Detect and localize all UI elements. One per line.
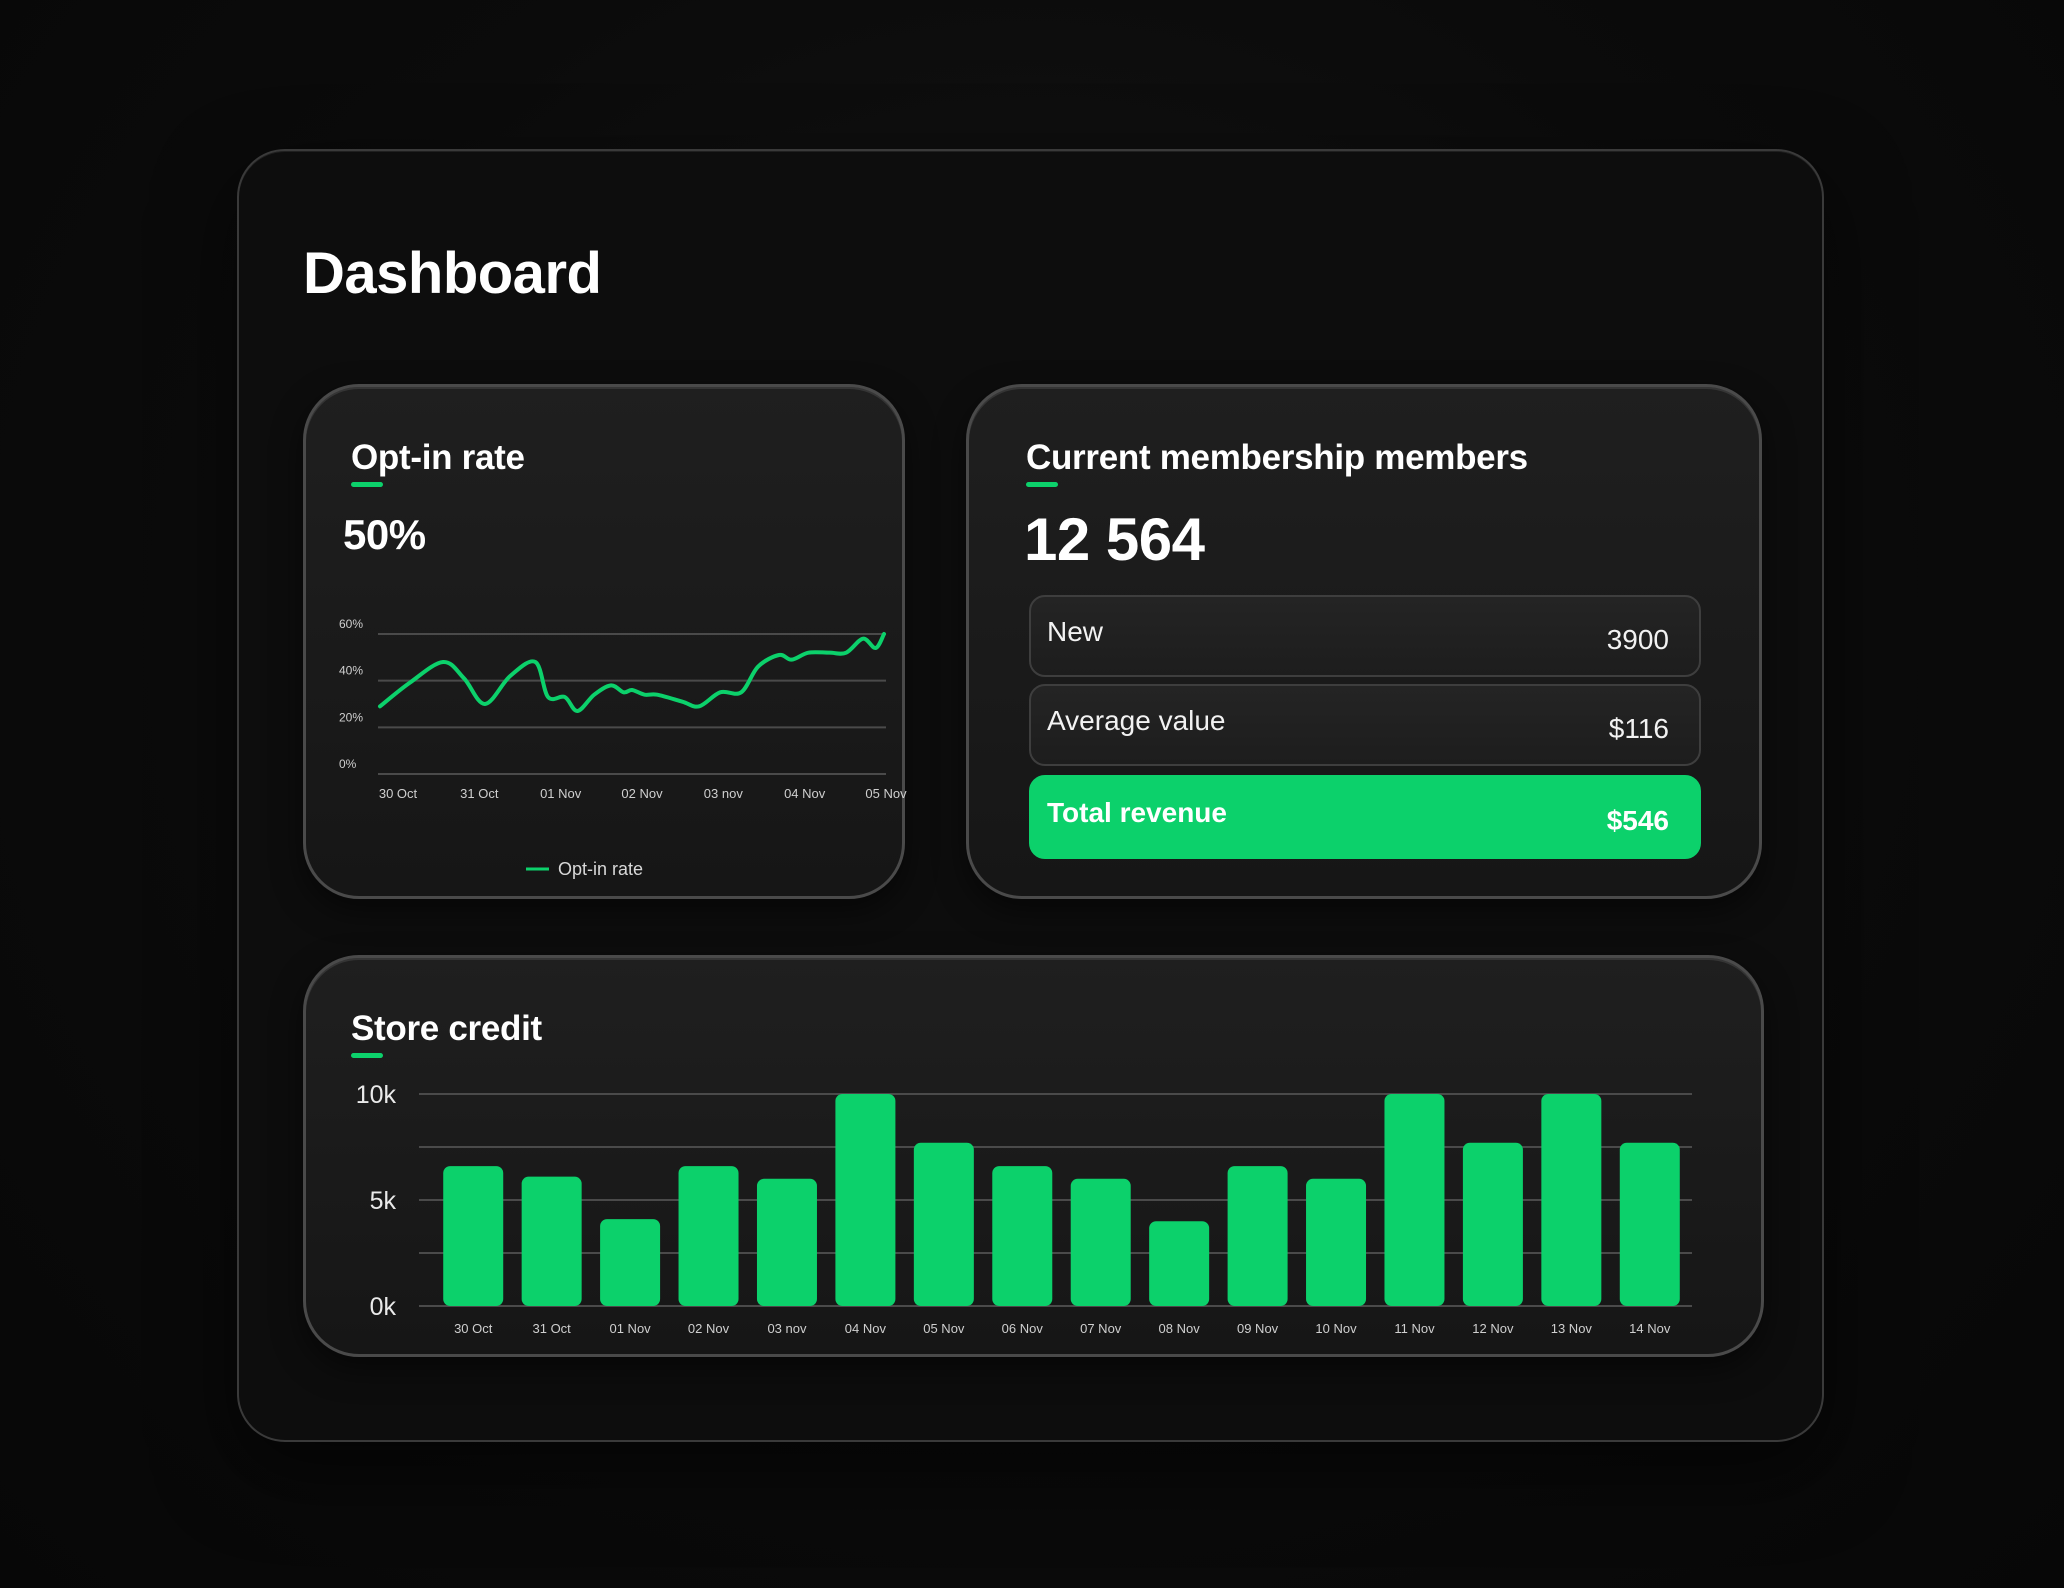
optin-xtick-label: 30 Oct — [379, 786, 418, 801]
credit-xtick-label: 03 nov — [767, 1321, 807, 1336]
credit-xtick-label: 08 Nov — [1159, 1321, 1201, 1336]
credit-bar — [913, 1142, 974, 1306]
credit-xtick-label: 11 Nov — [1394, 1321, 1435, 1336]
credit-xtick-label: 10 Nov — [1315, 1321, 1357, 1336]
credit-bar — [521, 1176, 582, 1306]
credit-xtick-label: 04 Nov — [845, 1321, 887, 1336]
page-title: Dashboard — [303, 241, 602, 306]
credit-bar — [835, 1094, 896, 1306]
stat-average-value: $116 — [1608, 713, 1669, 744]
credit-bar — [1462, 1142, 1523, 1306]
store-credit-bar-chart: 10k 5k 0k 30 Oct 31 Oct 01 Nov 02 Nov 03 nov 04 … — [356, 1081, 1692, 1336]
store-credit-title-underline — [351, 1053, 383, 1058]
credit-xtick-label: 01 Nov — [609, 1321, 651, 1336]
optin-xtick-label: 03 nov — [704, 786, 744, 801]
credit-bar — [1619, 1142, 1680, 1306]
credit-xtick-label: 06 Nov — [1002, 1321, 1044, 1336]
optin-xtick-label: 02 Nov — [621, 786, 663, 801]
stat-row-new: New 3900 — [1029, 595, 1701, 677]
credit-ytick-label: 5k — [370, 1187, 397, 1215]
credit-bar — [992, 1166, 1053, 1306]
stat-new-label: New — [1047, 616, 1104, 647]
membership-count: 12 564 — [1024, 506, 1205, 573]
credit-bar — [443, 1166, 504, 1306]
optin-rate-card: Opt-in rate 50% 0% 20% 40% 60% 30 Oct 31 Oct 0… — [303, 384, 907, 899]
credit-bar — [1227, 1166, 1288, 1306]
credit-xtick-label: 13 Nov — [1551, 1321, 1593, 1336]
credit-xtick-label: 14 Nov — [1629, 1321, 1671, 1336]
optin-ytick-label: 60% — [339, 617, 363, 631]
membership-card-title: Current membership members — [1026, 438, 1528, 477]
credit-bar — [678, 1166, 739, 1306]
stat-row-average-value: Average value $116 — [1029, 684, 1701, 766]
membership-card: Current membership members 12 564 New 39… — [966, 384, 1762, 899]
credit-xtick-label: 31 Oct — [533, 1321, 572, 1336]
optin-xtick-label: 05 Nov — [865, 786, 907, 801]
credit-bar — [1306, 1178, 1367, 1306]
optin-xtick-label: 04 Nov — [784, 786, 826, 801]
stat-row-total-revenue: Total revenue $546 — [1029, 775, 1701, 859]
optin-ytick-label: 40% — [339, 664, 363, 678]
stat-new-value: 3900 — [1606, 624, 1669, 655]
credit-bar — [1149, 1221, 1210, 1306]
optin-ytick-label: 0% — [339, 757, 357, 771]
credit-bar — [600, 1219, 661, 1306]
membership-title-underline — [1026, 482, 1058, 487]
credit-xtick-label: 02 Nov — [688, 1321, 730, 1336]
optin-xtick-label: 01 Nov — [540, 786, 582, 801]
stat-average-label: Average value — [1047, 705, 1226, 736]
store-credit-title: Store credit — [351, 1009, 542, 1048]
optin-ytick-label: 20% — [339, 710, 363, 724]
credit-bar — [756, 1178, 817, 1306]
optin-line-chart: 0% 20% 40% 60% 30 Oct 31 Oct 01 Nov 02 Nov 03 no… — [339, 617, 907, 879]
credit-xtick-label: 05 Nov — [923, 1321, 965, 1336]
store-credit-card: Store credit 10k 5k 0k 30 Oct 31 Oct 01 Nov 02… — [303, 955, 1764, 1357]
credit-bar — [1541, 1094, 1602, 1306]
credit-xtick-label: 09 Nov — [1237, 1321, 1279, 1336]
stat-total-value: $546 — [1606, 805, 1669, 836]
credit-bar — [1384, 1094, 1445, 1306]
credit-xtick-label: 30 Oct — [454, 1321, 493, 1336]
optin-title-underline — [351, 482, 383, 487]
credit-ytick-label: 0k — [370, 1293, 397, 1321]
optin-value: 50% — [343, 511, 426, 558]
credit-ytick-label: 10k — [356, 1081, 397, 1109]
credit-xtick-label: 07 Nov — [1080, 1321, 1122, 1336]
stat-total-label: Total revenue — [1047, 797, 1227, 828]
optin-xtick-label: 31 Oct — [460, 786, 499, 801]
credit-xtick-label: 12 Nov — [1472, 1321, 1514, 1336]
optin-series-line — [378, 632, 886, 713]
optin-legend-label: Opt-in rate — [558, 859, 643, 879]
credit-bar — [1070, 1178, 1131, 1306]
optin-card-title: Opt-in rate — [351, 438, 525, 477]
